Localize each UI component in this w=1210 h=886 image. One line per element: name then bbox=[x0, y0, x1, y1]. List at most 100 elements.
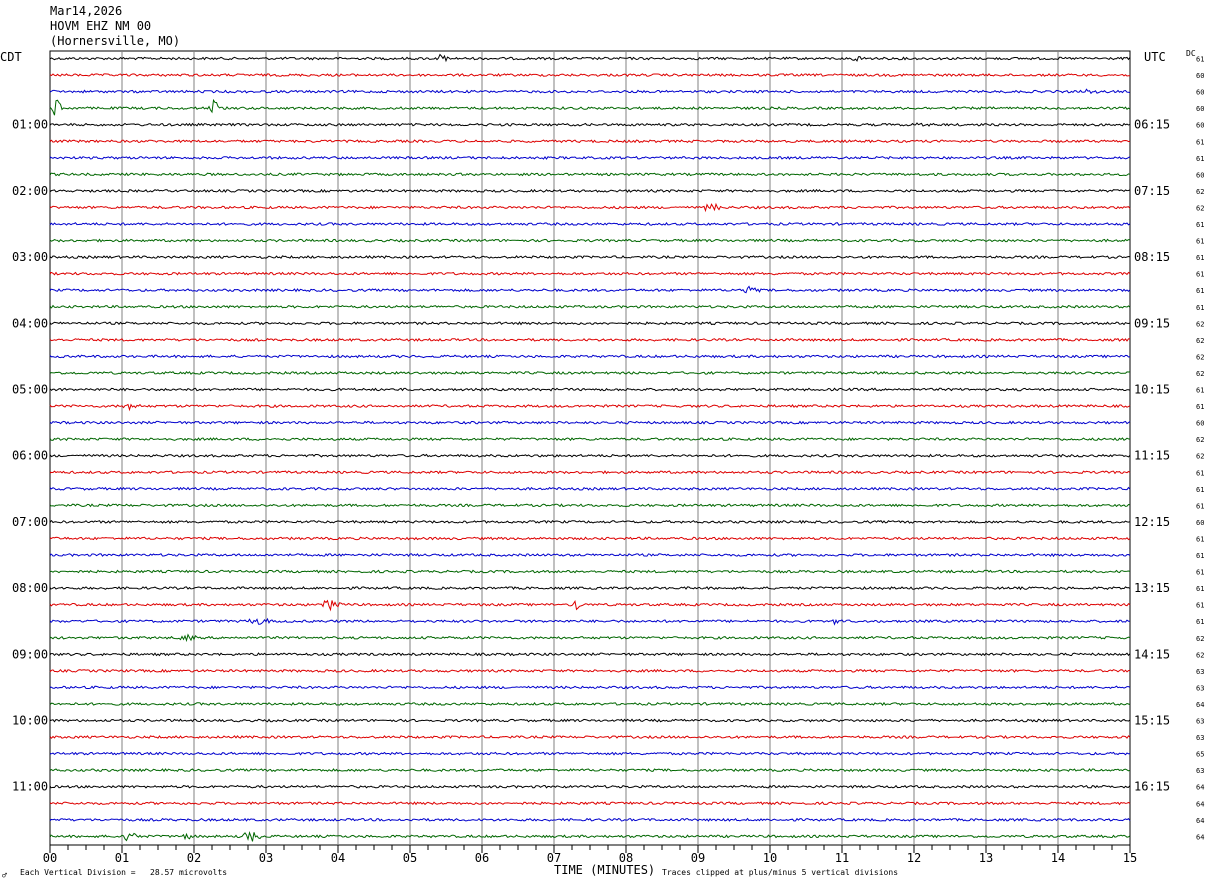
dc-offset-label: 60 bbox=[1196, 420, 1204, 428]
seismic-trace bbox=[49, 98, 1131, 116]
x-tick-label: 00 bbox=[43, 851, 57, 865]
x-tick-label: 05 bbox=[403, 851, 417, 865]
left-hour-label: 05:00 bbox=[12, 383, 48, 397]
seismic-trace bbox=[49, 668, 1131, 673]
seismic-trace bbox=[49, 685, 1131, 690]
left-hour-label: 09:00 bbox=[12, 647, 48, 661]
dc-offset-label: 61 bbox=[1196, 155, 1204, 163]
seismic-trace bbox=[49, 271, 1131, 276]
seismic-trace bbox=[50, 552, 1131, 558]
scale-note: Each Vertical Division = 28.57 microvolt… bbox=[20, 868, 228, 877]
dc-offset-label: 61 bbox=[1196, 221, 1204, 229]
seismic-trace bbox=[49, 403, 1131, 412]
x-tick-label: 15 bbox=[1123, 851, 1137, 865]
seismic-trace bbox=[49, 586, 1131, 591]
seismic-trace bbox=[49, 188, 1131, 193]
seismic-trace bbox=[49, 285, 1131, 294]
dc-offset-label: 62 bbox=[1196, 320, 1204, 328]
dc-offset-label: 61 bbox=[1196, 602, 1204, 610]
seismic-trace bbox=[49, 370, 1131, 375]
x-tick-label: 07 bbox=[547, 851, 561, 865]
seismic-trace bbox=[49, 519, 1131, 525]
dc-offset-label: 61 bbox=[1196, 486, 1204, 494]
dc-offset-label: 61 bbox=[1196, 138, 1204, 146]
seismic-trace bbox=[49, 617, 1131, 626]
dc-offset-label: 62 bbox=[1196, 635, 1204, 643]
dc-offset-label: 60 bbox=[1196, 105, 1204, 113]
seismic-trace bbox=[49, 155, 1131, 160]
seismic-trace bbox=[49, 599, 1131, 612]
dc-offset-label: 64 bbox=[1196, 817, 1204, 825]
dc-offset-label: 61 bbox=[1196, 403, 1204, 411]
dc-offset-label: 61 bbox=[1196, 469, 1204, 477]
right-hour-label: 13:15 bbox=[1134, 581, 1170, 595]
x-tick-label: 12 bbox=[907, 851, 921, 865]
seismic-trace bbox=[49, 437, 1131, 442]
header-station: HOVM EHZ NM 00 bbox=[50, 19, 152, 33]
dc-offset-label: 61 bbox=[1196, 238, 1204, 246]
dc-offset-label: 60 bbox=[1196, 171, 1204, 179]
dc-offset-label: 61 bbox=[1196, 535, 1204, 543]
dc-offset-label: 60 bbox=[1196, 89, 1204, 97]
right-hour-label: 12:15 bbox=[1134, 515, 1170, 529]
left-hour-label: 01:00 bbox=[12, 118, 48, 132]
seismic-trace bbox=[49, 784, 1131, 789]
dc-offset-label: 63 bbox=[1196, 718, 1204, 726]
seismic-trace bbox=[49, 255, 1131, 260]
dc-offset-label: 64 bbox=[1196, 784, 1204, 792]
dc-offset-label: 60 bbox=[1196, 122, 1204, 130]
seismic-trace bbox=[49, 53, 1131, 63]
right-hour-label: 06:15 bbox=[1134, 118, 1170, 132]
seismic-trace bbox=[49, 221, 1131, 227]
seismic-trace bbox=[49, 718, 1131, 723]
x-tick-label: 09 bbox=[691, 851, 705, 865]
seismic-trace bbox=[49, 88, 1131, 95]
right-hour-label: 15:15 bbox=[1134, 714, 1170, 728]
dc-offset-label: 64 bbox=[1196, 833, 1204, 841]
seismic-trace bbox=[49, 569, 1131, 574]
dc-offset-label: 61 bbox=[1196, 552, 1204, 560]
seismic-trace bbox=[49, 420, 1131, 425]
seismic-trace bbox=[49, 486, 1131, 491]
right-hour-label: 14:15 bbox=[1134, 647, 1170, 661]
dc-offset-label: 61 bbox=[1196, 502, 1204, 510]
left-timezone-label: CDT bbox=[0, 50, 22, 64]
right-hour-label: 16:15 bbox=[1134, 780, 1170, 794]
dc-offset-label: 64 bbox=[1196, 701, 1204, 709]
right-hour-label: 10:15 bbox=[1134, 383, 1170, 397]
x-tick-label: 10 bbox=[763, 851, 777, 865]
dc-offset-label: 61 bbox=[1196, 287, 1204, 295]
clip-note: Traces clipped at plus/minus 5 vertical … bbox=[662, 868, 899, 877]
seismic-trace bbox=[49, 172, 1131, 177]
seismic-trace bbox=[49, 321, 1131, 326]
left-hour-label: 02:00 bbox=[12, 184, 48, 198]
seismic-trace bbox=[49, 536, 1131, 541]
right-hour-label: 09:15 bbox=[1134, 316, 1170, 330]
left-hour-label: 10:00 bbox=[12, 714, 48, 728]
left-hour-label: 11:00 bbox=[12, 780, 48, 794]
x-tick-label: 13 bbox=[979, 851, 993, 865]
header-location: (Hornersville, MO) bbox=[50, 34, 181, 48]
right-hour-label: 11:15 bbox=[1134, 449, 1170, 463]
left-hour-label: 08:00 bbox=[12, 581, 48, 595]
seismic-trace bbox=[49, 238, 1131, 243]
header-date: Mar14,2026 bbox=[50, 4, 123, 18]
seismic-trace bbox=[49, 470, 1131, 475]
left-hour-label: 04:00 bbox=[12, 316, 48, 330]
x-tick-label: 03 bbox=[259, 851, 273, 865]
seismic-trace bbox=[49, 817, 1131, 822]
x-axis-title: TIME (MINUTES) bbox=[554, 863, 656, 877]
seismic-trace bbox=[49, 387, 1131, 392]
dc-offset-label: 65 bbox=[1196, 751, 1204, 759]
seismic-trace bbox=[49, 768, 1131, 773]
dc-offset-label: 64 bbox=[1196, 800, 1204, 808]
corner-mark-icon: ♂ bbox=[2, 871, 7, 880]
dc-label: DC bbox=[1186, 49, 1196, 58]
x-tick-label: 01 bbox=[115, 851, 129, 865]
seismic-trace bbox=[49, 202, 1131, 213]
x-tick-label: 02 bbox=[187, 851, 201, 865]
dc-offset-label: 62 bbox=[1196, 353, 1204, 361]
x-tick-label: 04 bbox=[331, 851, 345, 865]
dc-offset-label: 63 bbox=[1196, 668, 1204, 676]
dc-offset-label: 61 bbox=[1196, 387, 1204, 395]
